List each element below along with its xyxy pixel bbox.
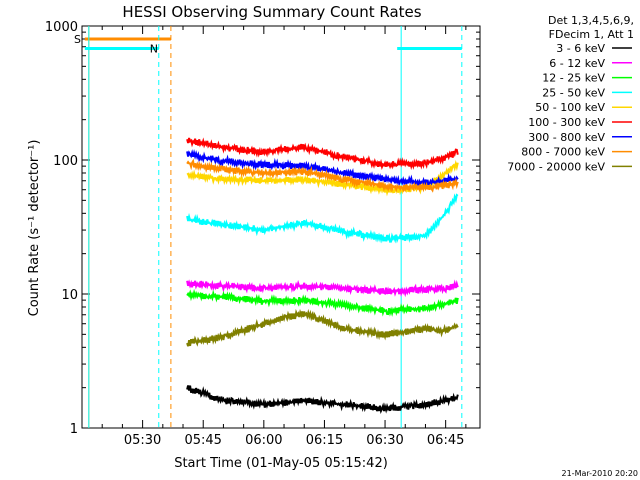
x-tick-label: 06:45: [427, 433, 464, 448]
timestamp: 21-Mar-2010 20:20: [562, 469, 639, 478]
y-tick-label: 10: [61, 288, 78, 303]
x-tick-label: 06:30: [366, 433, 403, 448]
plot-frame: [81, 25, 481, 429]
annotation-label: N: [150, 42, 158, 55]
legend-label: 12 - 25 keV: [542, 72, 605, 85]
legend-label: 7000 - 20000 keV: [507, 160, 605, 173]
series-line-6: [186, 149, 459, 188]
legend-label: 50 - 100 keV: [535, 101, 605, 114]
legend-label: 3 - 6 keV: [556, 42, 605, 55]
x-tick-label: 06:00: [245, 433, 282, 448]
series-line-3: [186, 193, 459, 244]
plot-area: 1 10 100 1000 05:30 05:45 06:00 06:15 06:30 06:45…: [45, 20, 481, 448]
legend-label: 25 - 50 keV: [542, 86, 605, 99]
series-line-0: [186, 385, 459, 414]
x-tick-label: 05:30: [124, 433, 161, 448]
legend-label: 800 - 7000 keV: [521, 146, 605, 159]
y-tick-label: 100: [53, 154, 78, 169]
x-tick-label: 06:15: [306, 433, 343, 448]
legend-label: 300 - 800 keV: [528, 131, 605, 144]
series-line-8: [186, 308, 459, 347]
legend-header-line-2: FDecim 1, Att 1: [549, 28, 634, 41]
y-tick-label: 1: [70, 422, 78, 437]
legend-label: 100 - 300 keV: [528, 116, 605, 129]
x-axis-label: Start Time (01-May-05 05:15:42): [174, 456, 388, 471]
series-line-5: [186, 137, 459, 171]
y-axis-label: Count Rate (s⁻¹ detector⁻¹): [27, 140, 42, 317]
series-line-7: [186, 158, 459, 193]
series-line-2: [186, 288, 459, 317]
y-tick-label: 1000: [45, 20, 78, 35]
annotation-label: S: [74, 33, 81, 46]
chart-title: HESSI Observing Summary Count Rates: [122, 3, 421, 21]
legend-label: 6 - 12 keV: [549, 57, 605, 70]
series-line-1: [186, 279, 459, 298]
x-tick-label: 05:45: [184, 433, 221, 448]
legend-header-line-1: Det 1,3,4,5,6,9,: [548, 14, 634, 27]
